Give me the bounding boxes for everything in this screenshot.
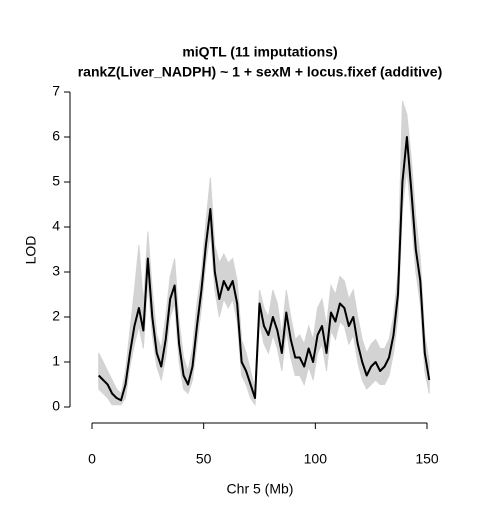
chart-subtitle: rankZ(Liver_NADPH) ~ 1 + sexM + locus.fi… bbox=[78, 64, 443, 80]
y-tick-label: 1 bbox=[52, 353, 60, 369]
y-tick-label: 4 bbox=[52, 218, 60, 234]
x-tick-label: 50 bbox=[196, 451, 212, 467]
chart-title: miQTL (11 imputations) bbox=[182, 44, 337, 60]
y-tick-label: 5 bbox=[52, 173, 60, 189]
y-tick-label: 3 bbox=[52, 263, 60, 279]
x-tick-label: 150 bbox=[415, 451, 439, 467]
lod-line bbox=[97, 136, 431, 402]
y-tick-label: 6 bbox=[52, 128, 60, 144]
y-tick-label: 2 bbox=[52, 308, 60, 324]
x-axis-label: Chr 5 (Mb) bbox=[227, 481, 294, 497]
x-tick-label: 0 bbox=[88, 451, 96, 467]
x-tick-label: 100 bbox=[304, 451, 328, 467]
imputation-band bbox=[98, 100, 430, 407]
y-tick-label: 0 bbox=[52, 398, 60, 414]
y-axis-label: LOD bbox=[23, 236, 39, 265]
y-tick-label: 7 bbox=[52, 83, 60, 99]
